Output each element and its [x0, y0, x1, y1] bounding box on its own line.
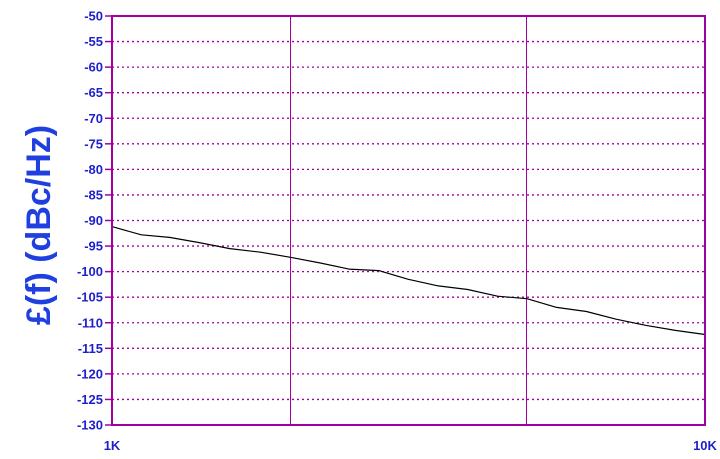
y-tick-label: -95 [84, 239, 103, 254]
y-tick-label: -50 [84, 9, 103, 24]
y-tick-label: -105 [77, 290, 103, 305]
y-tick-label: -55 [84, 34, 103, 49]
noise-trace [111, 226, 706, 336]
y-tick-label: -85 [84, 187, 103, 202]
y-tick-label: -75 [84, 136, 103, 151]
x-tick-label: 10K [693, 438, 717, 453]
y-tick-label: -110 [78, 315, 103, 330]
y-tick-label: -70 [84, 111, 103, 126]
y-tick-labels: -50 -55 -60 -65 -70 -75 -80 -85 -90 -95 -100 -105 -1… [77, 9, 112, 433]
x-tick-label: 1K [104, 438, 121, 453]
trace-layer [111, 226, 706, 336]
y-tick-label: -80 [84, 162, 103, 177]
y-tick-label: -60 [84, 60, 103, 75]
gridlines [112, 16, 705, 425]
y-tick-label: -65 [84, 85, 103, 100]
y-tick-label: -130 [77, 418, 103, 433]
y-tick-label: -125 [77, 392, 103, 407]
y-tick-label: -100 [77, 264, 103, 279]
y-tick-label: -115 [78, 341, 103, 356]
x-tick-labels: 1K 10K [104, 438, 718, 453]
y-tick-label: -90 [84, 213, 103, 228]
y-axis-label: £(f) (dBc/Hz) [20, 125, 58, 325]
y-tick-label: -120 [77, 366, 103, 381]
